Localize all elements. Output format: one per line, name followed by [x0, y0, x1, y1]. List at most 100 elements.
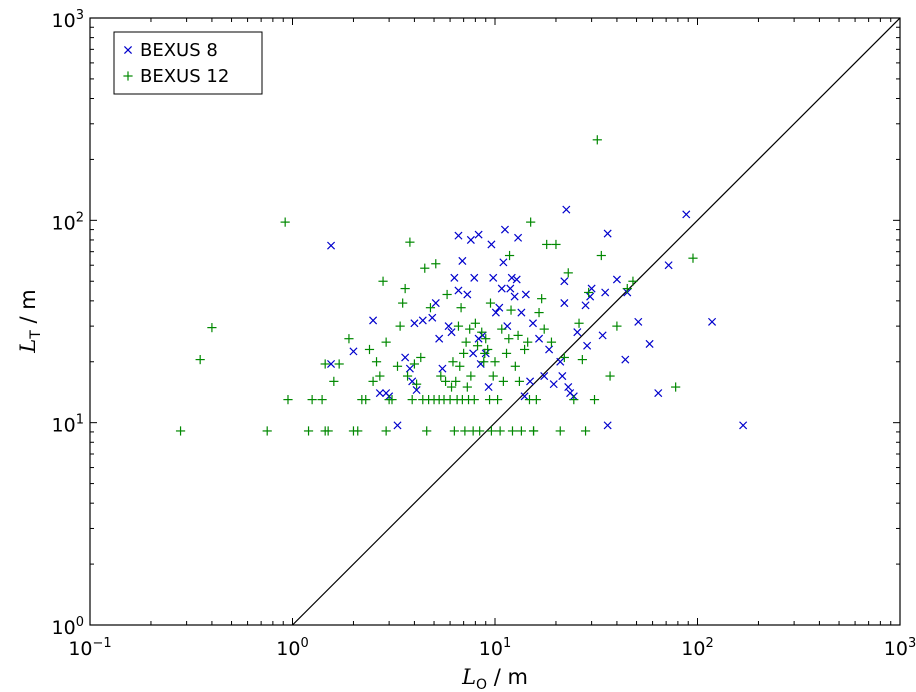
point-1-20: [368, 376, 378, 386]
point-1-60: [459, 348, 469, 358]
point-0-68: [612, 275, 621, 284]
point-0-78: [469, 349, 478, 358]
point-0-76: [708, 317, 717, 326]
point-1-14: [344, 334, 354, 344]
point-0-52: [562, 205, 571, 214]
point-0-69: [621, 355, 630, 364]
point-1-76: [486, 426, 497, 436]
point-1-99: [559, 352, 569, 363]
point-1-75: [484, 395, 495, 405]
point-1-57: [455, 361, 465, 371]
point-1-61: [460, 426, 470, 436]
point-1-58: [456, 303, 466, 313]
point-1-35: [409, 359, 420, 369]
point-0-60: [581, 301, 590, 310]
point-0-48: [540, 372, 549, 381]
x-tick-label-1: 100: [276, 636, 308, 660]
point-0-5: [393, 421, 402, 430]
point-1-64: [465, 324, 475, 334]
point-1-62: [461, 337, 471, 347]
legend-marker-0: [123, 45, 133, 55]
point-0-64: [598, 331, 607, 340]
point-0-77: [739, 421, 748, 430]
point-0-66: [603, 229, 612, 238]
point-1-110: [612, 321, 622, 331]
point-1-39: [420, 263, 430, 273]
point-1-104: [580, 426, 591, 436]
point-1-56: [453, 321, 464, 331]
point-1-37: [416, 352, 426, 363]
point-1-98: [555, 426, 565, 436]
point-0-47: [535, 334, 544, 343]
point-1-31: [400, 283, 410, 294]
point-0-54: [560, 299, 569, 308]
point-1-69: [472, 341, 483, 351]
point-1-21: [371, 357, 382, 367]
data-points: [175, 135, 748, 436]
point-1-89: [523, 337, 533, 347]
point-0-35: [500, 225, 509, 234]
point-1-87: [516, 426, 526, 436]
point-1-112: [628, 276, 638, 286]
point-1-53: [449, 426, 459, 436]
point-0-3: [327, 359, 336, 369]
point-1-107: [592, 135, 602, 145]
point-1-84: [507, 426, 518, 436]
point-1-16: [353, 426, 363, 436]
point-1-86: [513, 330, 523, 340]
point-0-67: [603, 421, 612, 430]
point-1-34: [407, 395, 417, 405]
point-1-36: [411, 379, 422, 389]
point-0-20: [454, 231, 463, 240]
point-0-53: [560, 277, 569, 286]
point-1-33: [405, 237, 415, 247]
point-1-22: [375, 371, 385, 381]
point-1-101: [569, 395, 579, 405]
point-1-111: [622, 283, 632, 294]
point-1-85: [510, 361, 520, 371]
point-0-49: [545, 345, 554, 354]
x-tick-label-2: 101: [479, 636, 511, 660]
legend-box: [113, 31, 263, 95]
point-0-39: [510, 292, 519, 301]
point-1-94: [537, 294, 547, 304]
point-1-122: [504, 334, 514, 344]
point-0-72: [645, 339, 654, 348]
point-1-32: [402, 371, 413, 381]
point-0-41: [514, 233, 523, 242]
point-0-58: [556, 357, 565, 366]
legend-label-1: BEXUS 12: [140, 66, 229, 87]
point-1-124: [462, 382, 472, 392]
point-1-106: [589, 395, 600, 405]
point-1-81: [498, 376, 508, 386]
point-0-19: [454, 286, 463, 295]
point-1-96: [546, 337, 557, 347]
point-1-4: [280, 217, 290, 227]
point-1-10: [323, 426, 333, 436]
series-bexus-12: [175, 135, 698, 436]
point-0-18: [450, 273, 459, 282]
point-1-95: [542, 239, 552, 250]
point-0-17: [444, 322, 453, 331]
point-1-80: [495, 426, 505, 436]
point-1-2: [207, 323, 217, 333]
point-1-70: [475, 426, 485, 436]
point-1-7: [307, 395, 317, 405]
legend-label-0: BEXUS 8: [140, 40, 218, 61]
point-1-13: [334, 359, 344, 369]
point-1-25: [381, 426, 391, 436]
point-1-52: [448, 357, 458, 367]
y-tick-label-2: 102: [52, 210, 84, 234]
point-0-37: [506, 284, 515, 293]
point-1-88: [519, 344, 530, 355]
point-1-19: [364, 344, 375, 355]
point-1-116: [497, 324, 507, 334]
point-1-123: [539, 324, 549, 334]
point-1-114: [688, 253, 698, 263]
point-1-28: [392, 361, 403, 371]
point-0-80: [484, 383, 493, 392]
point-0-74: [664, 261, 673, 270]
y-tick-label-3: 103: [52, 8, 84, 32]
